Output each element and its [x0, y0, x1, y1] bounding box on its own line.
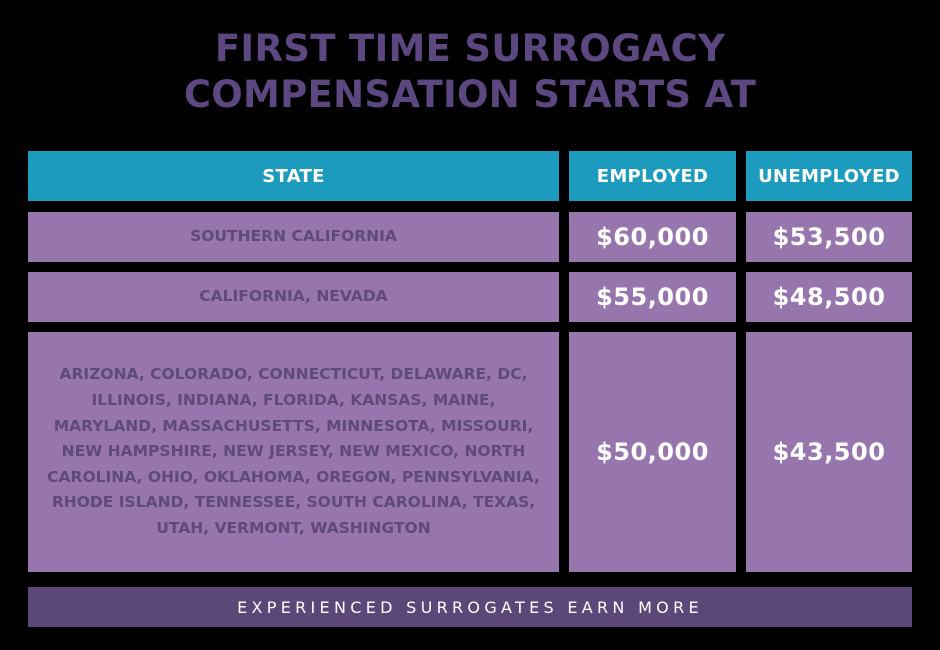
table-row-employed: $50,000 [569, 332, 736, 572]
unemployed-amount: $43,500 [772, 438, 886, 466]
state-name: ARIZONA, COLORADO, CONNECTICUT, DELAWARE… [47, 365, 540, 537]
table-row-unemployed: $53,500 [746, 212, 912, 262]
table-row-employed: $55,000 [569, 272, 736, 322]
employed-amount: $60,000 [596, 223, 709, 251]
state-name: CALIFORNIA, NEVADA [199, 287, 388, 306]
table-row-state: CALIFORNIA, NEVADA [28, 272, 559, 322]
footer-banner: EXPERIENCED SURROGATES EARN MORE [28, 587, 912, 627]
table-row-state: ARIZONA, COLORADO, CONNECTICUT, DELAWARE… [28, 332, 559, 572]
header-employed: EMPLOYED [569, 151, 736, 201]
unemployed-amount: $53,500 [772, 223, 886, 251]
header-unemployed: UNEMPLOYED [746, 151, 912, 201]
footer-label: EXPERIENCED SURROGATES EARN MORE [237, 597, 703, 617]
unemployed-amount: $48,500 [772, 283, 886, 311]
table-row-state: SOUTHERN CALIFORNIA [28, 212, 559, 262]
title-line-2: COMPENSATION STARTS AT [183, 73, 757, 116]
table-row-unemployed: $48,500 [746, 272, 912, 322]
state-name: SOUTHERN CALIFORNIA [190, 227, 397, 246]
table-row-unemployed: $43,500 [746, 332, 912, 572]
table-row-employed: $60,000 [569, 212, 736, 262]
employed-amount: $55,000 [596, 283, 709, 311]
page-title: FIRST TIME SURROGACY COMPENSATION STARTS… [0, 26, 940, 118]
header-state: STATE [28, 151, 559, 201]
title-line-1: FIRST TIME SURROGACY [214, 27, 726, 70]
employed-amount: $50,000 [596, 438, 709, 466]
